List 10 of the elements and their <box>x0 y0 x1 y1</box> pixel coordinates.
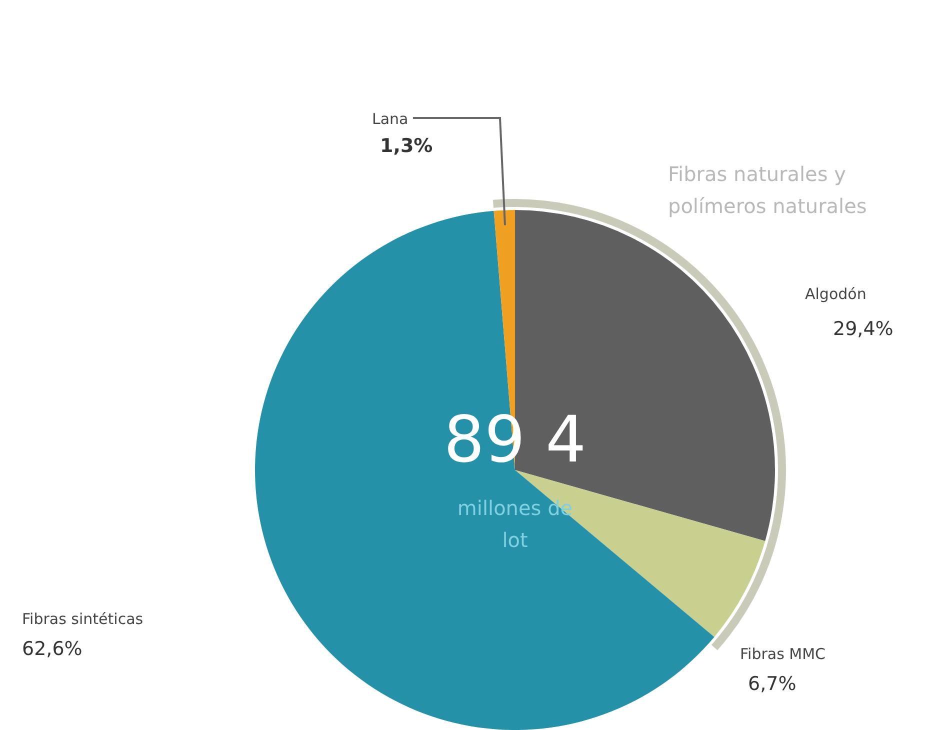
slice-label: Fibras sintéticas <box>22 610 144 628</box>
data-label: 6,7% <box>748 673 796 695</box>
data-label: 29,4% <box>833 318 894 340</box>
slice-label: Fibras MMC <box>740 645 826 663</box>
slice-label: Algodón <box>805 285 866 303</box>
data-label: 62,6% <box>22 638 82 660</box>
text: Fibras naturales y polímeros naturales <box>668 161 868 220</box>
text: lot <box>502 528 528 552</box>
data-label: 1,3% <box>380 135 433 157</box>
slice-label: Lana <box>372 110 408 128</box>
